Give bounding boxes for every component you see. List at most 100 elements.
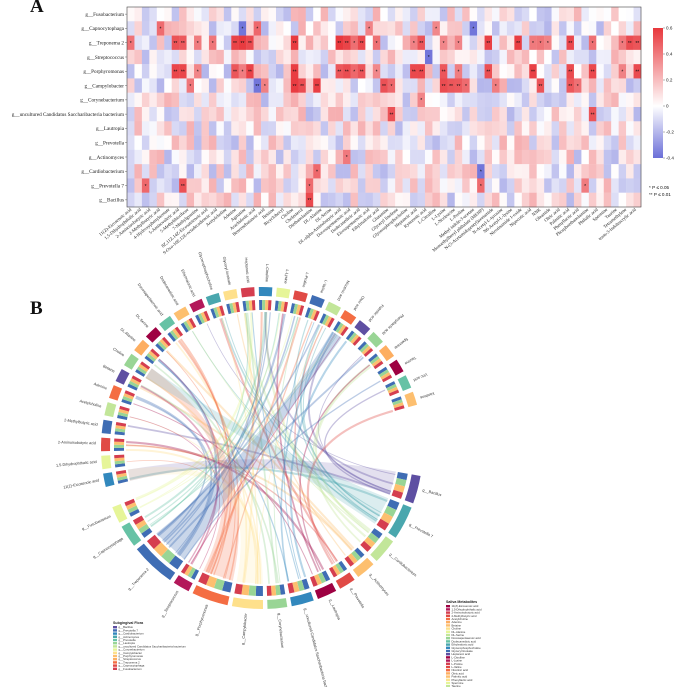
legend-swatch: [446, 649, 450, 653]
chord-node-label: L-Lysine: [283, 269, 289, 284]
heatmap-cell: [268, 135, 277, 151]
heatmap-cell: [320, 49, 329, 65]
chord-inner-track: [371, 358, 382, 367]
heatmap-cell: [171, 64, 180, 79]
heatmap-cell: [335, 64, 344, 79]
heatmap-column-label: NNK: [531, 206, 542, 217]
legend-swatch: [446, 662, 450, 665]
heatmap-cell: [171, 135, 180, 151]
heatmap-cell: [223, 107, 232, 122]
heatmap-cell: [350, 35, 359, 51]
chord-link: [289, 340, 348, 578]
heatmap-cell: [372, 164, 381, 179]
legend-swatch: [446, 675, 450, 678]
heatmap-cell: [402, 64, 411, 79]
heatmap-cell: [499, 92, 508, 108]
heatmap-cell: [410, 178, 418, 193]
heatmap-cell: [611, 178, 619, 193]
chord-link: [209, 311, 263, 575]
heatmap-cell: [246, 164, 254, 179]
heatmap-cell: [387, 164, 396, 179]
heatmap-cell: [127, 135, 135, 151]
heatmap-cell: [261, 92, 269, 108]
heatmap-cell: [454, 149, 463, 165]
heatmap-cell: [424, 7, 433, 22]
chord-inner-track: [361, 345, 372, 355]
heatmap-cell: [231, 64, 239, 79]
heatmap-cell: [268, 64, 277, 79]
heatmap-cell: [439, 35, 448, 51]
significance-mark: *: [197, 41, 199, 47]
heatmap-cell: [305, 107, 314, 122]
heatmap-cell: [350, 149, 359, 165]
chord-inner-track: [114, 460, 125, 465]
heatmap-cell: [343, 149, 351, 165]
heatmap-cell: [544, 192, 552, 208]
heatmap-cell: [238, 121, 247, 136]
significance-mark: **: [360, 41, 364, 47]
heatmap-cell: [290, 164, 299, 179]
heatmap-cell: [201, 64, 210, 79]
heatmap-cell: [596, 107, 604, 122]
heatmap-cell: [573, 149, 582, 165]
heatmap-cell: [275, 135, 284, 151]
chord-inner-track: [122, 396, 133, 403]
heatmap-cell: [164, 178, 172, 193]
heatmap-cell: [544, 178, 552, 193]
heatmap-cell: [275, 7, 284, 22]
chord-link: [140, 384, 279, 584]
significance-mark: **: [337, 69, 341, 75]
significance-mark: **: [568, 84, 572, 90]
heatmap-cell: [231, 21, 239, 36]
legend-item: g__Streptococcus: [119, 657, 142, 661]
heatmap-cell: [447, 35, 455, 51]
heatmap-cell: [365, 164, 374, 179]
chord-node-arc: [292, 290, 308, 303]
significance-legend-entry: * P ≤ 0.05: [649, 185, 670, 190]
heatmap-cell: [216, 64, 225, 79]
heatmap-cell: [156, 149, 165, 165]
significance-mark: *: [621, 69, 623, 75]
heatmap-cell: [127, 7, 135, 22]
heatmap-cell: [417, 78, 426, 93]
chord-inner-track: [367, 532, 380, 544]
chord-inner-track: [115, 422, 127, 427]
heatmap-cell: [611, 164, 619, 179]
legend-item: Ethylmalonic acid: [452, 643, 474, 647]
heatmap-cell: [551, 121, 560, 136]
heatmap-cell: [603, 135, 612, 151]
heatmap-cell: [201, 149, 210, 165]
heatmap-cell: [402, 192, 411, 208]
heatmap-cell: [298, 149, 306, 165]
heatmap-cell: [417, 92, 426, 108]
heatmap-cell: [395, 49, 403, 65]
heatmap-cell: [335, 49, 344, 65]
heatmap-cell: [551, 192, 560, 208]
heatmap-cell: [246, 64, 254, 79]
chord-inner-track: [114, 428, 126, 433]
heatmap-cell: [402, 121, 411, 136]
chord-link: [168, 356, 364, 548]
heatmap-cell: [618, 78, 627, 93]
significance-mark: *: [443, 41, 445, 47]
heatmap-cell: [588, 21, 597, 36]
heatmap-cell: [611, 7, 619, 22]
heatmap-cell: [171, 192, 180, 208]
heatmap-cell: [246, 92, 254, 108]
heatmap-cell: [551, 92, 560, 108]
heatmap-cell: [357, 164, 366, 179]
heatmap-cell: [343, 92, 351, 108]
chord-node-label: Oleic acid: [353, 295, 366, 311]
heatmap-cell: [499, 35, 508, 51]
chord-inner-track: [350, 334, 360, 344]
heatmap-cell: [633, 92, 642, 108]
heatmap-cell: [596, 35, 604, 51]
chord-node-arc: [109, 385, 123, 401]
heatmap-row-label: g__uncultured Candidatus Saccharibacteri…: [12, 112, 124, 118]
chord-inner-track: [321, 570, 331, 582]
heatmap-cell: [588, 64, 597, 79]
heatmap-cell: [201, 78, 210, 93]
heatmap-cell: [261, 64, 269, 79]
legend-swatch: [113, 648, 117, 651]
